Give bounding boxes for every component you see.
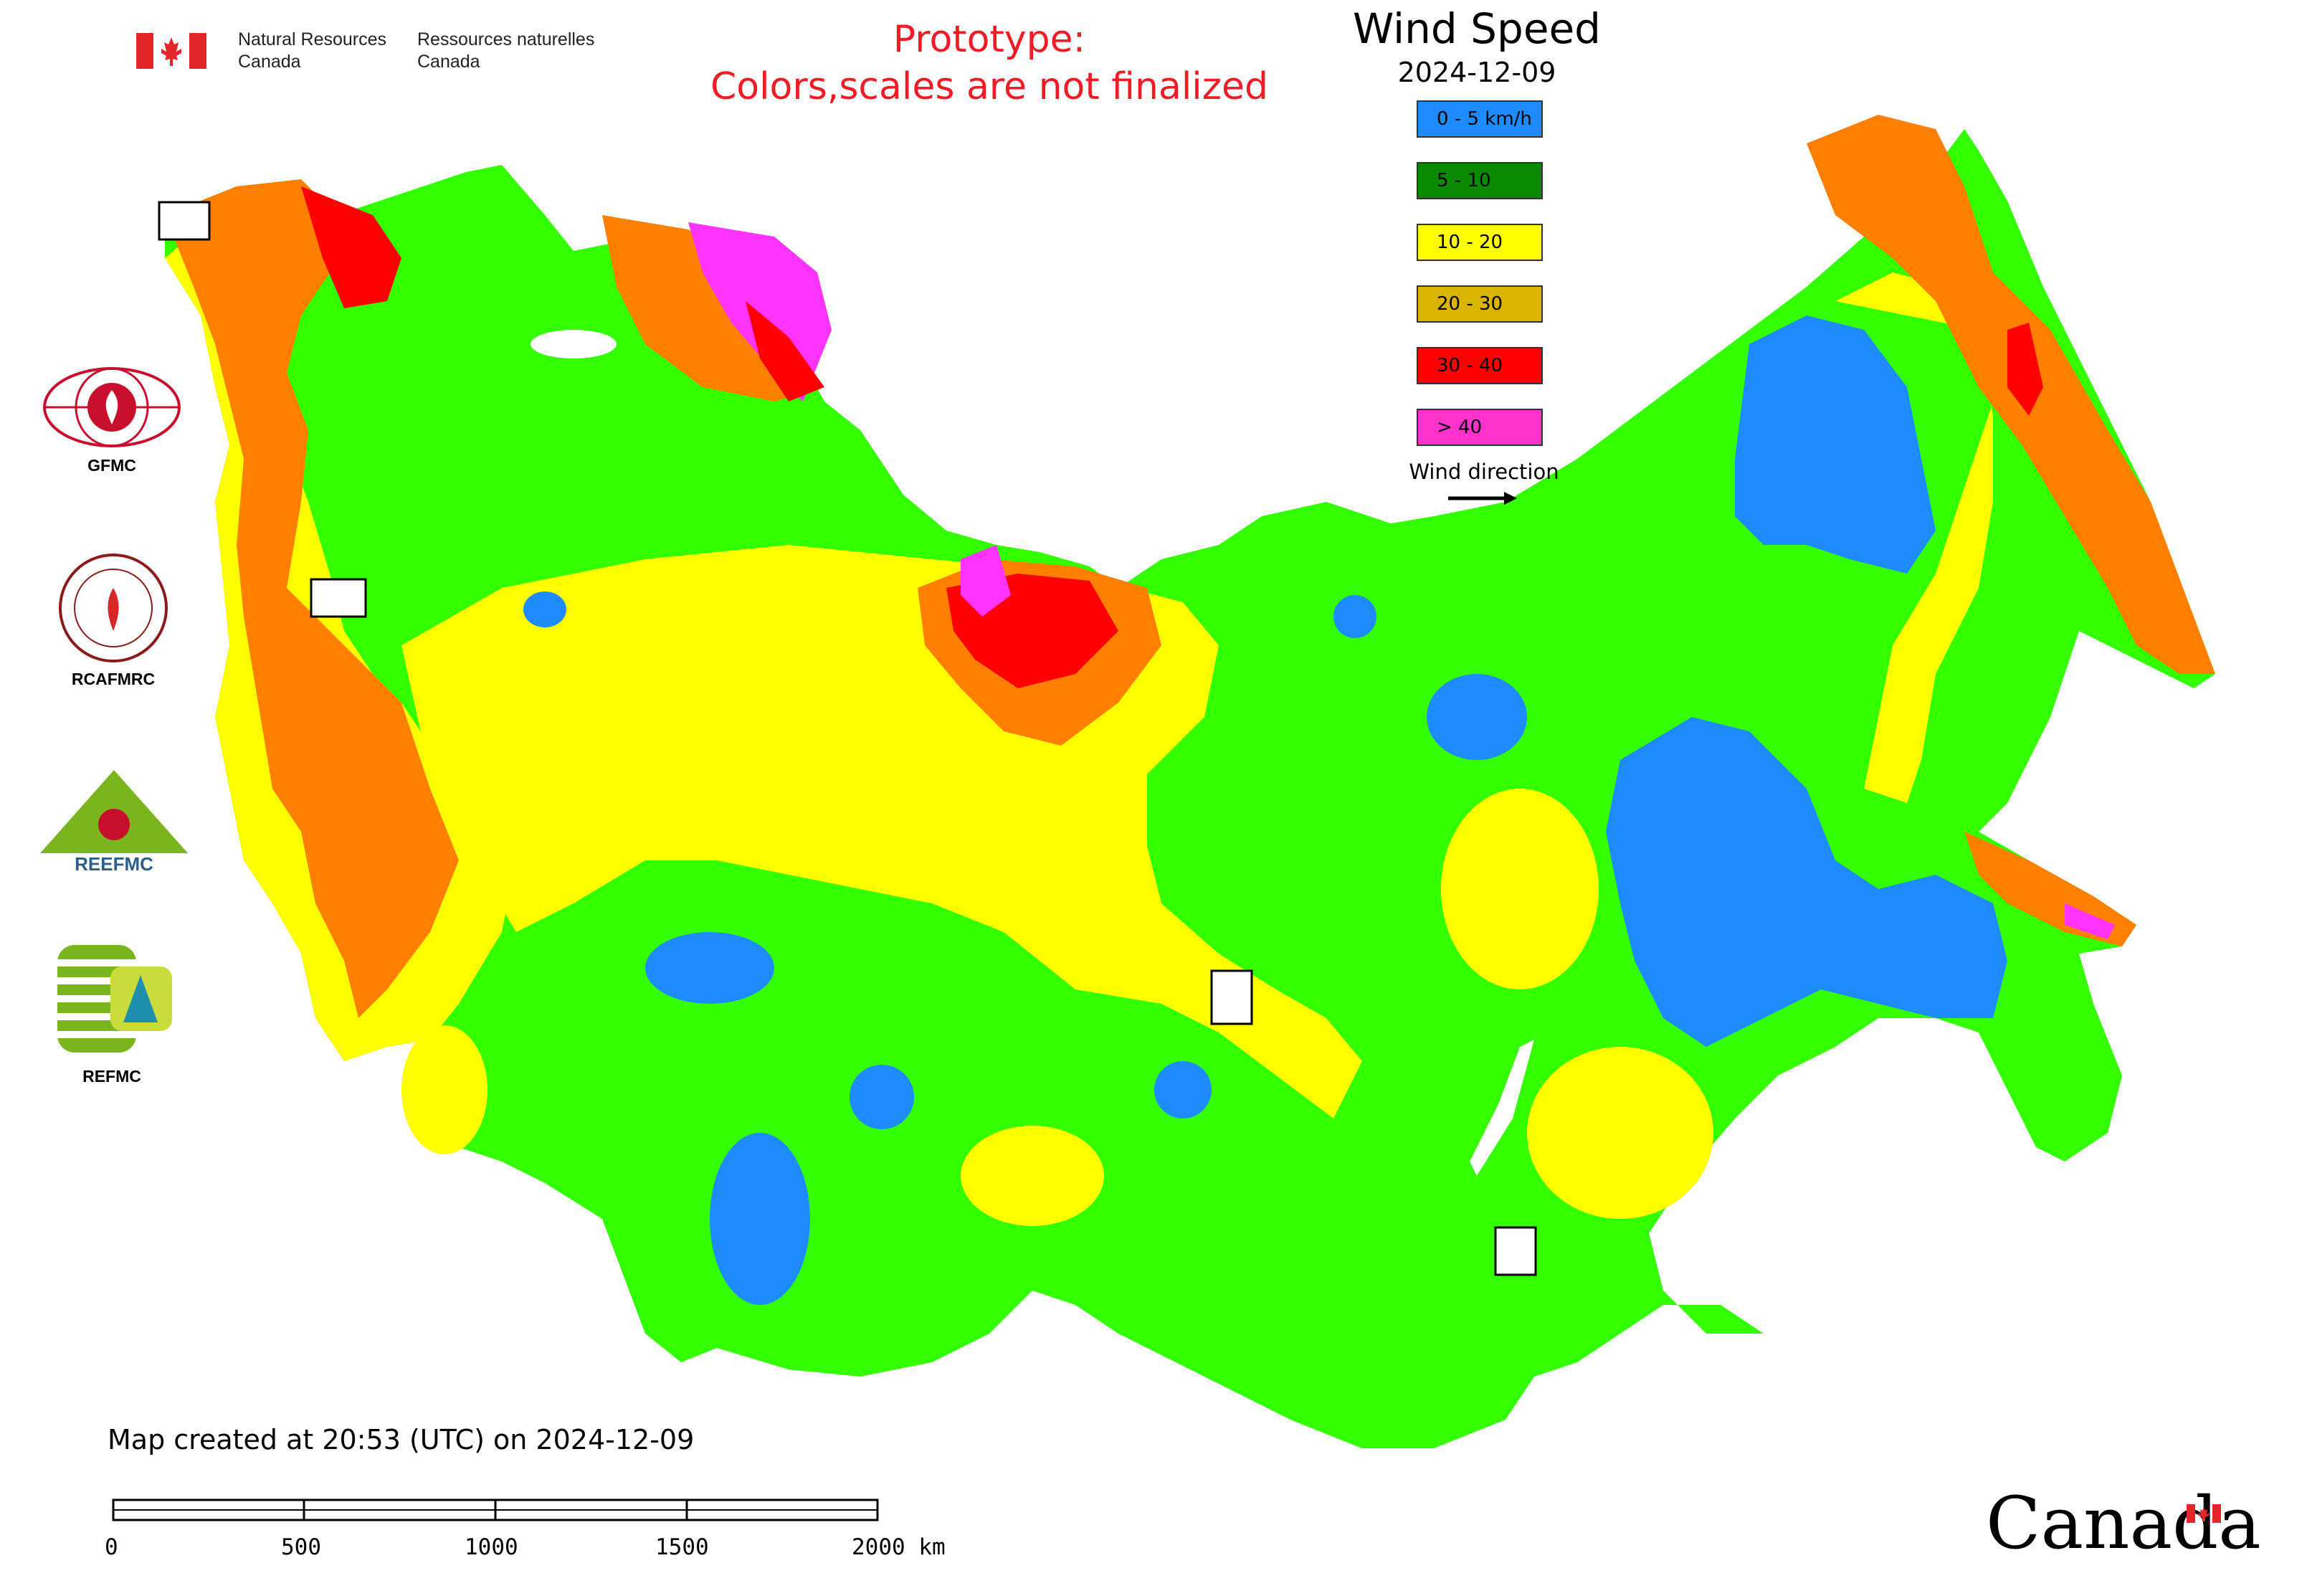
wind-direction-label: Wind direction (1409, 460, 1559, 484)
canada-flag-icon (136, 33, 206, 69)
legend-item: 30 - 40 (1417, 347, 1543, 384)
calm-blob (1427, 674, 1527, 760)
yamal-extreme (961, 545, 1011, 617)
refmc-logo (57, 945, 172, 1053)
north-very-strong (746, 301, 824, 402)
scale-bar (112, 1498, 879, 1521)
reefmc-map-marker (310, 578, 367, 618)
department-en-line2: Canada (238, 52, 301, 72)
refmc-map-marker (1210, 969, 1253, 1025)
sakhalin-extreme (2065, 903, 2115, 939)
calm-blob (523, 592, 566, 627)
gfmc-logo-label: GFMC (87, 456, 136, 475)
moderate-island (1441, 789, 1599, 989)
scale-tick: 0 (105, 1534, 118, 1560)
scale-tick: 2000 km (852, 1534, 946, 1560)
water-body (531, 330, 617, 358)
prototype-notice: Prototype: Colors,scales are not finaliz… (631, 16, 1348, 110)
calm-east (1606, 717, 2007, 1047)
moderate-island (401, 1025, 487, 1154)
east-strong (1807, 115, 2215, 674)
rcafmrc-logo-label: RCAFMRC (71, 670, 156, 688)
kamchatka-very-strong (2007, 323, 2043, 416)
scale-tick: 1000 (465, 1534, 518, 1560)
calm-blob (710, 1133, 810, 1305)
calm-blob (850, 1065, 914, 1129)
moderate-island (961, 1126, 1104, 1226)
scale-tick: 1500 (655, 1534, 709, 1560)
legend-item: 20 - 30 (1417, 285, 1543, 323)
scale-tick: 500 (281, 1534, 321, 1560)
calm-blob (645, 932, 774, 1004)
calm-blob (1154, 1061, 1212, 1118)
map-created-timestamp: Map created at 20:53 (UTC) on 2024-12-09 (108, 1424, 695, 1455)
reefmc-logo: REEFMC (40, 770, 188, 875)
legend-title: Wind Speed (1352, 4, 1602, 53)
calm-blob (1333, 595, 1376, 638)
prototype-line1: Prototype: (893, 18, 1086, 61)
gfmc-logo (43, 367, 181, 447)
legend-item: 0 - 5 km/h (1417, 100, 1543, 138)
lake-baikal (1470, 1040, 1534, 1176)
wind-direction-arrow-icon (1448, 492, 1517, 505)
department-name-en: Natural Resources Canada (238, 29, 386, 73)
department-en-line1: Natural Resources (238, 29, 387, 49)
west-very-strong (301, 186, 401, 308)
legend-item: > 40 (1417, 409, 1543, 446)
rcafmrc-logo (59, 554, 168, 662)
refmc-logo-label: REFMC (82, 1067, 141, 1086)
gfmc-map-marker (158, 201, 211, 241)
calm-northeast (1735, 315, 1936, 574)
rcafmrc-map-marker (1494, 1226, 1537, 1276)
west-strong (165, 179, 459, 1018)
svg-text:REEFMC: REEFMC (75, 853, 153, 875)
department-fr-line2: Canada (417, 52, 480, 72)
prototype-line2: Colors,scales are not finalized (710, 65, 1269, 108)
legend-item: 5 - 10 (1417, 162, 1543, 199)
legend-item: 10 - 20 (1417, 224, 1543, 261)
department-fr-line1: Ressources naturelles (417, 29, 595, 49)
canada-wordmark: Canada (1986, 1481, 2261, 1565)
legend-date: 2024-12-09 (1397, 57, 1556, 88)
moderate-island (1527, 1047, 1713, 1219)
canada-wordmark-flag-icon (2187, 1504, 2221, 1523)
department-name-fr: Ressources naturelles Canada (417, 29, 594, 73)
